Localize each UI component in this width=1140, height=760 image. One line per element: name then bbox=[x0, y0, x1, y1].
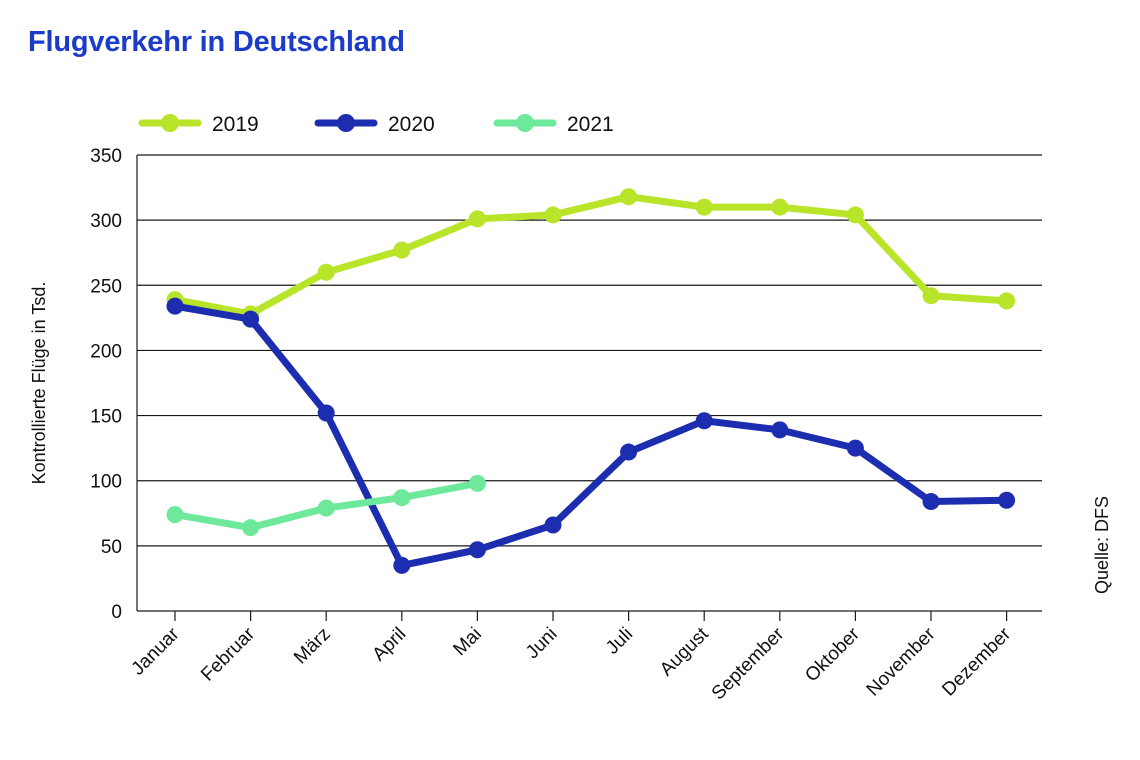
y-tick-label: 50 bbox=[101, 537, 122, 558]
x-tick-label: April bbox=[369, 624, 411, 666]
x-tick-label: Juni bbox=[522, 624, 561, 663]
chart-title: Flugverkehr in Deutschland bbox=[28, 26, 405, 58]
data-point-2021 bbox=[317, 499, 335, 517]
y-tick-label: 350 bbox=[90, 146, 122, 167]
x-tick-label: Mai bbox=[449, 624, 486, 661]
data-point-2019 bbox=[695, 198, 713, 216]
data-point-2020 bbox=[242, 310, 260, 328]
legend-marker-2019 bbox=[161, 114, 179, 132]
data-point-2019 bbox=[468, 210, 486, 228]
data-point-2021 bbox=[393, 489, 411, 507]
x-tick-label: November bbox=[863, 623, 940, 700]
data-point-2019 bbox=[393, 241, 411, 259]
data-point-2019 bbox=[317, 263, 335, 281]
data-point-2020 bbox=[998, 491, 1016, 509]
legend-label-2020: 2020 bbox=[388, 113, 435, 136]
series-line-2019 bbox=[171, 193, 1011, 318]
legend-marker-2021 bbox=[516, 114, 534, 132]
y-tick-label: 100 bbox=[90, 472, 122, 493]
y-tick-label: 200 bbox=[90, 341, 122, 362]
data-point-2020 bbox=[393, 556, 411, 574]
y-tick-label: 300 bbox=[90, 211, 122, 232]
data-point-2020 bbox=[846, 439, 864, 457]
data-point-2019 bbox=[771, 198, 789, 216]
data-point-2020 bbox=[620, 443, 638, 461]
data-point-2020 bbox=[166, 297, 184, 315]
data-point-2019 bbox=[922, 287, 940, 305]
data-point-2020 bbox=[922, 493, 940, 511]
y-tick-label: 250 bbox=[90, 276, 122, 297]
x-tick-label: März bbox=[290, 624, 335, 669]
x-tick-label: Januar bbox=[128, 623, 184, 679]
data-point-2020 bbox=[317, 404, 335, 422]
data-point-2021 bbox=[166, 506, 184, 524]
data-point-2020 bbox=[695, 412, 713, 430]
data-point-2019 bbox=[620, 188, 638, 206]
x-tick-label: Februar bbox=[197, 623, 259, 685]
data-point-2020 bbox=[771, 421, 789, 439]
source-note: Quelle: DFS bbox=[1092, 496, 1112, 594]
data-point-2021 bbox=[468, 474, 486, 492]
x-tick-label: Oktober bbox=[801, 623, 864, 686]
data-point-2021 bbox=[242, 519, 260, 537]
x-tick-label: September bbox=[708, 623, 789, 704]
y-tick-label: 0 bbox=[111, 602, 122, 623]
data-point-2019 bbox=[544, 206, 562, 224]
x-tick-label: August bbox=[656, 623, 713, 680]
series-line-2020 bbox=[171, 302, 1011, 569]
data-point-2020 bbox=[468, 541, 486, 559]
x-tick-label: Dezember bbox=[938, 623, 1015, 700]
x-tick-label: Juli bbox=[602, 624, 637, 659]
y-axis-title: Kontrollierte Flüge in Tsd. bbox=[29, 282, 49, 485]
legend-label-2019: 2019 bbox=[212, 113, 259, 136]
legend-label-2021: 2021 bbox=[567, 113, 614, 136]
y-tick-label: 150 bbox=[90, 407, 122, 428]
data-point-2019 bbox=[998, 292, 1016, 310]
legend-marker-2020 bbox=[337, 114, 355, 132]
data-point-2019 bbox=[846, 206, 864, 224]
data-point-2020 bbox=[544, 516, 562, 534]
